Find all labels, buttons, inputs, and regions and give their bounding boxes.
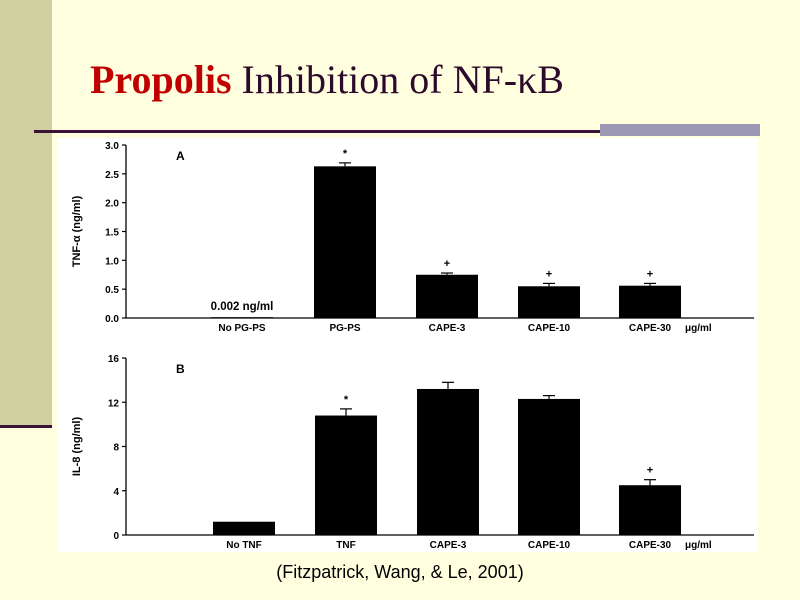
bar (314, 166, 376, 318)
x-tick-label: No PG-PS (218, 323, 266, 334)
y-tick-label: 2.0 (105, 199, 119, 210)
x-tick-label: CAPE-3 (429, 323, 466, 334)
significance-marker: + (647, 268, 653, 280)
slide-title: Propolis Inhibition of NF-κB (90, 56, 564, 103)
y-tick-label: 0.0 (105, 314, 119, 325)
y-tick-label: 4 (113, 487, 119, 498)
bar (315, 415, 377, 535)
panel-label: B (176, 362, 185, 376)
significance-marker: + (647, 465, 653, 477)
y-tick-label: 0 (113, 531, 119, 542)
y-tick-label: 0.5 (105, 285, 119, 296)
y-tick-label: 1.0 (105, 256, 119, 267)
y-tick-label: 8 (113, 443, 119, 454)
bar (619, 485, 681, 535)
x-unit-label: μg/ml (685, 540, 712, 551)
baseline-annotation: 0.002 ng/ml (211, 301, 274, 313)
significance-marker: * (343, 148, 348, 160)
x-tick-label: CAPE-30 (629, 323, 672, 334)
bar (518, 286, 580, 318)
y-tick-label: 2.5 (105, 170, 119, 181)
title-accent: Propolis (90, 57, 232, 102)
significance-marker: + (546, 268, 552, 280)
bar-charts: 0.0 0.5 1.0 1.5 2.0 2.5 3.0 TNF-α (ng/ml) A No PG… (71, 141, 754, 551)
x-tick-label: No TNF (226, 540, 262, 551)
title-rest: Inhibition of NF-κB (231, 57, 564, 102)
y-axis-label: TNF-α (ng/ml) (71, 195, 83, 267)
x-tick-label: CAPE-30 (629, 540, 672, 551)
left-decor-line (0, 425, 52, 428)
figure-panel: 0.0 0.5 1.0 1.5 2.0 2.5 3.0 TNF-α (ng/ml) A No PG… (58, 138, 758, 552)
citation: (Fitzpatrick, Wang, & Le, 2001) (276, 562, 524, 582)
y-axis-label: IL-8 (ng/ml) (71, 417, 83, 477)
rule-accent-block (600, 124, 760, 136)
x-tick-label: PG-PS (329, 323, 360, 334)
bar (213, 521, 275, 535)
x-tick-label: CAPE-10 (528, 323, 571, 334)
y-tick-label: 3.0 (105, 141, 119, 152)
bar (416, 274, 478, 318)
title-rule (34, 130, 760, 133)
left-decor-bar (0, 0, 52, 427)
y-tick-label: 1.5 (105, 228, 119, 239)
bar (518, 398, 580, 535)
bar (619, 285, 681, 318)
x-unit-label: μg/ml (685, 323, 712, 334)
y-tick-label: 12 (108, 398, 120, 409)
bar (211, 317, 273, 318)
y-tick-label: 16 (108, 354, 120, 365)
significance-marker: + (444, 258, 450, 270)
significance-marker: * (344, 394, 349, 406)
bar (417, 388, 479, 535)
x-tick-label: CAPE-3 (430, 540, 467, 551)
x-tick-label: TNF (336, 540, 355, 551)
x-tick-label: CAPE-10 (528, 540, 571, 551)
panel-label: A (176, 149, 185, 163)
